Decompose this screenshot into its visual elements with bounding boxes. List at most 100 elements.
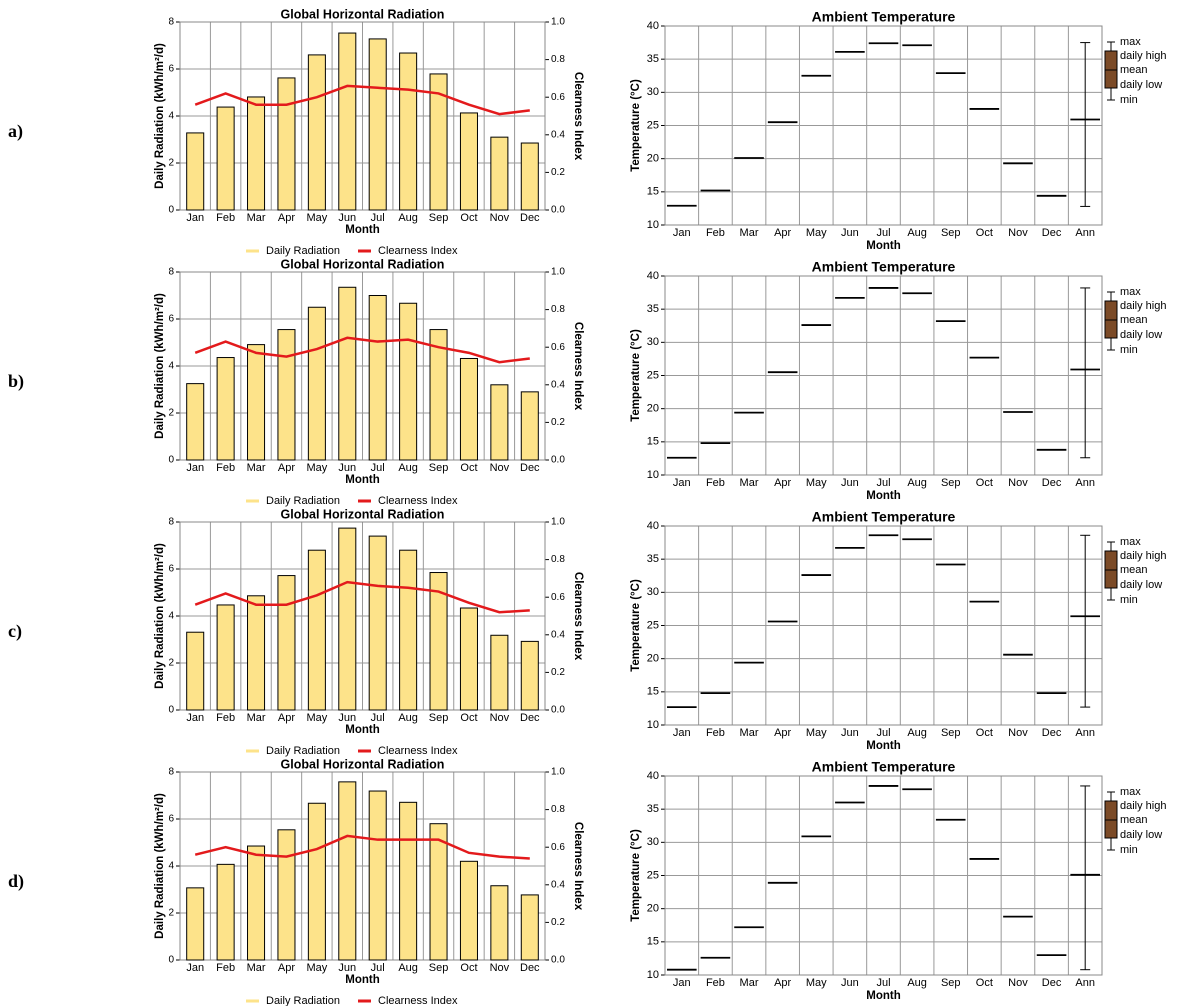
x-tick-label: Dec bbox=[1042, 477, 1062, 489]
x-tick-label: Oct bbox=[460, 462, 477, 474]
y2-tick-label: 0.6 bbox=[551, 342, 565, 353]
y-axis-label: Temperature (°C) bbox=[630, 329, 642, 422]
bar bbox=[399, 52, 418, 211]
x-tick-label: May bbox=[806, 477, 827, 489]
legend-label: daily low bbox=[1120, 79, 1162, 91]
bar bbox=[307, 802, 326, 961]
y-tick-label: 15 bbox=[647, 686, 659, 698]
y-tick-label: 35 bbox=[647, 803, 659, 815]
x-tick-label: Oct bbox=[460, 712, 477, 724]
y-axis-label: Daily Radiation (kWh/m²/d) bbox=[154, 793, 166, 939]
x-tick-label: Feb bbox=[216, 962, 235, 974]
x-tick-label: Nov bbox=[1008, 727, 1028, 739]
x-tick-label: Oct bbox=[976, 727, 993, 739]
y-tick-label: 2 bbox=[168, 408, 174, 419]
y2-axis-label: Clearness Index bbox=[572, 322, 584, 411]
x-tick-label: Jul bbox=[371, 962, 385, 974]
x-tick-label: Dec bbox=[520, 712, 540, 724]
x-tick-label: Oct bbox=[460, 962, 477, 974]
x-tick-label: Apr bbox=[774, 977, 791, 989]
line-series bbox=[194, 834, 530, 860]
y2-axis-label: Clearness Index bbox=[572, 572, 584, 661]
bar bbox=[429, 572, 448, 711]
x-tick-label: Mar bbox=[740, 227, 759, 239]
x-tick-label: Apr bbox=[774, 477, 791, 489]
legend-label: Daily Radiation bbox=[266, 745, 340, 757]
x-tick-label: Jan bbox=[673, 977, 691, 989]
x-tick-label: Jun bbox=[338, 462, 356, 474]
y2-tick-label: 0.0 bbox=[551, 705, 565, 716]
y-tick-label: 30 bbox=[647, 586, 659, 598]
bar bbox=[520, 391, 539, 461]
x-tick-label: Apr bbox=[278, 462, 295, 474]
y2-tick-label: 0.2 bbox=[551, 667, 565, 678]
y-tick-label: 40 bbox=[647, 20, 659, 32]
y2-tick-label: 1.0 bbox=[551, 17, 565, 28]
x-axis-label: Month bbox=[866, 490, 900, 502]
legend-label: daily low bbox=[1120, 329, 1162, 341]
y-tick-label: 20 bbox=[647, 653, 659, 665]
x-tick-label: Feb bbox=[706, 477, 725, 489]
y2-axis-label: Clearness Index bbox=[572, 72, 584, 161]
y-axis-label: Daily Radiation (kWh/m²/d) bbox=[154, 543, 166, 689]
y-tick-label: 8 bbox=[168, 767, 174, 778]
bar bbox=[186, 383, 205, 461]
line-series bbox=[194, 336, 530, 364]
legend-label: Clearness Index bbox=[378, 745, 458, 757]
y-tick-label: 15 bbox=[647, 936, 659, 948]
x-tick-label: Jun bbox=[841, 227, 859, 239]
x-tick-label: Mar bbox=[247, 212, 266, 224]
y2-tick-label: 0.8 bbox=[551, 304, 565, 315]
y-axis-label: Temperature (°C) bbox=[630, 579, 642, 672]
chart-title: Ambient Temperature bbox=[812, 259, 956, 275]
x-axis-label: Month bbox=[345, 224, 379, 236]
x-tick-label: Nov bbox=[490, 212, 510, 224]
bar bbox=[490, 885, 509, 961]
x-tick-label: Nov bbox=[490, 962, 510, 974]
y-tick-label: 25 bbox=[647, 619, 659, 631]
y2-tick-label: 1.0 bbox=[551, 267, 565, 278]
y-tick-label: 0 bbox=[168, 955, 174, 966]
y-tick-label: 40 bbox=[647, 770, 659, 782]
x-tick-label: Sep bbox=[941, 727, 961, 739]
y-tick-label: 0 bbox=[168, 455, 174, 466]
y-tick-label: 6 bbox=[168, 564, 174, 575]
y-tick-label: 2 bbox=[168, 908, 174, 919]
x-tick-label: Ann bbox=[1075, 727, 1095, 739]
legend-label: daily high bbox=[1120, 300, 1166, 312]
y2-tick-label: 0.4 bbox=[551, 379, 565, 390]
legend-label: mean bbox=[1120, 314, 1148, 326]
bar bbox=[520, 640, 539, 711]
y-tick-label: 40 bbox=[647, 270, 659, 282]
chart-title: Global Horizontal Radiation bbox=[281, 7, 445, 21]
y-axis-label: Temperature (°C) bbox=[630, 829, 642, 922]
x-tick-label: Mar bbox=[247, 962, 266, 974]
y-tick-label: 40 bbox=[647, 520, 659, 532]
x-tick-label: Mar bbox=[740, 977, 759, 989]
legend-label: max bbox=[1120, 36, 1141, 48]
x-tick-label: Oct bbox=[976, 227, 993, 239]
legend-label: min bbox=[1120, 844, 1138, 856]
bar bbox=[459, 112, 478, 211]
x-tick-label: Dec bbox=[1042, 227, 1062, 239]
bar bbox=[429, 73, 448, 211]
line-series bbox=[194, 84, 530, 116]
x-tick-label: Sep bbox=[941, 227, 961, 239]
x-tick-label: Oct bbox=[460, 212, 477, 224]
y-axis-label: Daily Radiation (kWh/m²/d) bbox=[154, 43, 166, 189]
y-tick-label: 25 bbox=[647, 119, 659, 131]
bar bbox=[399, 302, 418, 461]
plot-frame bbox=[664, 275, 1103, 476]
bar bbox=[216, 357, 235, 461]
bar bbox=[429, 329, 448, 461]
legend-label: Clearness Index bbox=[378, 245, 458, 257]
legend-label: min bbox=[1120, 594, 1138, 606]
y2-tick-label: 0.2 bbox=[551, 167, 565, 178]
plot-frame bbox=[179, 21, 546, 211]
y2-tick-label: 0.6 bbox=[551, 92, 565, 103]
bar bbox=[247, 96, 266, 211]
x-tick-label: Jun bbox=[841, 727, 859, 739]
chart-title: Ambient Temperature bbox=[812, 759, 956, 775]
chart-title: Global Horizontal Radiation bbox=[281, 507, 445, 521]
bar bbox=[338, 286, 357, 461]
